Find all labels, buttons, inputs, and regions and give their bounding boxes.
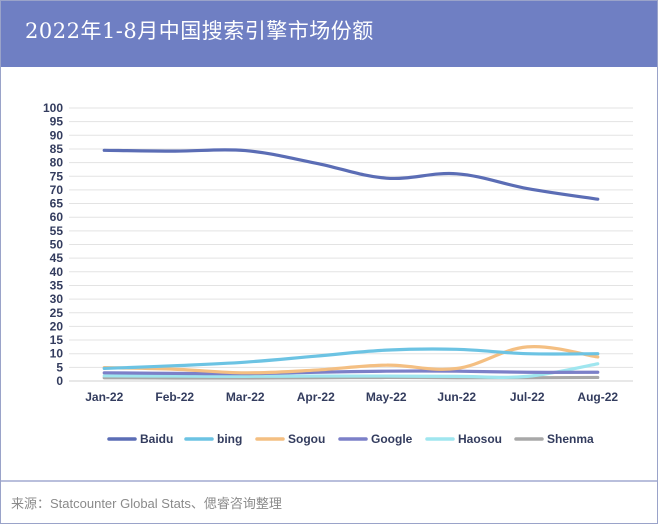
grid-lines [69,107,633,382]
series-lines [102,148,600,380]
y-tick-label: 75 [50,169,64,183]
legend-label-bing: bing [217,432,242,446]
header-bar: 2022年1-8月中国搜索引擎市场份额 [1,1,657,67]
y-tick-label: 90 [50,128,64,142]
y-tick-label: 80 [50,156,64,170]
series-line-sogou [102,345,600,375]
y-tick-label: 95 [50,115,64,129]
page-title: 2022年1-8月中国搜索引擎市场份额 [25,19,374,43]
y-tick-label: 30 [50,292,64,306]
legend-label-haosou: Haosou [458,432,502,446]
y-tick-label: 100 [43,101,63,115]
y-tick-label: 45 [50,251,64,265]
y-tick-label: 5 [56,360,63,374]
y-tick-label: 10 [50,347,64,361]
legend-label-sogou: Sogou [288,432,325,446]
x-tick-label: Mar-22 [226,390,265,404]
x-tick-label: Jun-22 [437,390,476,404]
legend-label-google: Google [371,432,413,446]
y-tick-label: 50 [50,238,64,252]
source-note: 来源：Statcounter Global Stats、偲睿咨询整理 [11,496,282,511]
legend-label-baidu: Baidu [140,432,173,446]
line-chart: 0510152025303540455055606570758085909510… [43,101,633,446]
y-tick-label: 35 [50,278,64,292]
x-tick-label: May-22 [366,390,407,404]
y-tick-label: 0 [56,374,63,388]
footer-divider [1,480,657,482]
x-tick-label: Feb-22 [155,390,194,404]
y-axis: 0510152025303540455055606570758085909510… [43,101,63,388]
x-tick-label: Apr-22 [297,390,335,404]
y-tick-label: 25 [50,306,64,320]
y-tick-label: 65 [50,197,64,211]
series-line-google [102,369,600,376]
x-tick-label: Jul-22 [510,390,545,404]
x-tick-label: Aug-22 [577,390,618,404]
y-tick-label: 15 [50,333,64,347]
legend: Baidu bing Sogou Google Haosou Shenma [107,432,594,446]
series-line-bing [102,347,600,371]
series-line-haosou [102,362,600,379]
legend-label-shenma: Shenma [547,432,594,446]
y-tick-label: 20 [50,319,64,333]
y-tick-label: 55 [50,224,64,238]
x-axis: Jan-22 Feb-22 Mar-22 Apr-22 May-22 Jun-22 Jul-… [69,380,633,404]
series-line-baidu [102,148,600,201]
x-tick-label: Jan-22 [85,390,123,404]
y-tick-label: 60 [50,210,64,224]
y-tick-label: 40 [50,265,64,279]
y-tick-label: 70 [50,183,64,197]
y-tick-label: 85 [50,142,64,156]
